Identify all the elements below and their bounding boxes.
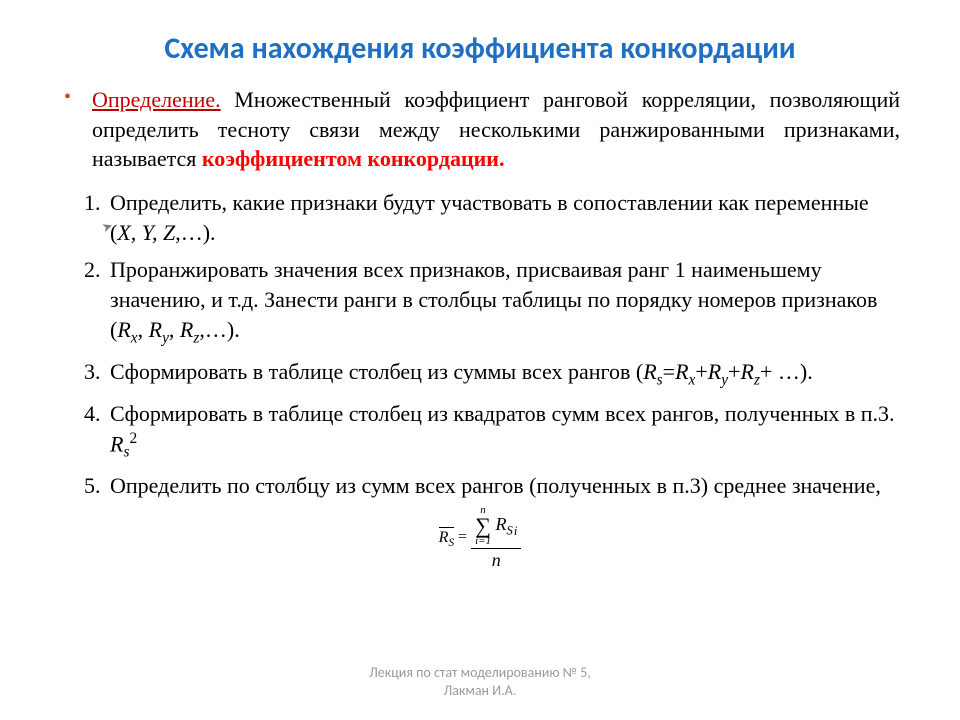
step1-vars: X, Y, Z (117, 220, 175, 245)
step-5: Определить по столбцу из сумм всех ранго… (106, 471, 900, 501)
formula-eq: = (454, 529, 471, 546)
formula-lhs: RS (439, 529, 454, 549)
footer-line-2: Лакман И.А. (0, 682, 960, 700)
step-1: Определить, какие признаки будут участво… (106, 188, 900, 247)
step3-rs: R (643, 359, 656, 384)
step2-r1: R (117, 317, 130, 342)
step-2: Проранжировать значения всех признаков, … (106, 255, 900, 349)
formula-sum-i: i (514, 524, 518, 538)
sigma-icon: n ∑ i=1 (475, 505, 491, 547)
formula: RS = n ∑ i=1 RSi n (60, 505, 900, 571)
slide-footer: Лекция по стат моделированию № 5, Лакман… (0, 664, 960, 700)
formula-R: R (439, 529, 449, 546)
slide: Схема нахождения коэффициента конкордаци… (0, 0, 960, 601)
formula-sum-R: R (496, 514, 507, 534)
definition-label: Определение. (92, 87, 221, 112)
step2-r2: R (149, 317, 162, 342)
formula-numerator: n ∑ i=1 RSi (471, 505, 521, 549)
step3-text: Сформировать в таблице столбец из суммы … (110, 359, 643, 384)
formula-denominator: n (471, 549, 521, 571)
step2-r3: R (180, 317, 193, 342)
step5-left: Определить по столбцу из сумм всех ранго… (110, 471, 881, 501)
definition-term: коэффициентом конкордации. (202, 146, 505, 171)
formula-S: S (448, 537, 454, 549)
step3-rz: R (741, 359, 754, 384)
step4-sup-2: 2 (129, 430, 137, 447)
steps-list: Определить, какие признаки будут участво… (70, 188, 900, 501)
step-4: Сформировать в таблице столбец из квадра… (106, 399, 900, 463)
step3-tail: + …). (760, 359, 813, 384)
bullet-icon: • (60, 85, 92, 174)
slide-title: Схема нахождения коэффициента конкордаци… (60, 30, 900, 67)
step4-r: R (110, 431, 123, 456)
sigma-symbol: ∑ (475, 516, 491, 536)
step2-sub-y: y (162, 329, 169, 346)
footer-line-1: Лекция по стат моделированию № 5, (0, 664, 960, 682)
step3-ry: R (708, 359, 721, 384)
formula-sum-S: S (507, 524, 513, 538)
step3-sub-y: y (721, 371, 728, 388)
definition-text: Определение. Множественный коэффициент р… (92, 85, 900, 174)
sigma-bottom: i=1 (475, 536, 491, 547)
step3-sub-x: x (689, 371, 696, 388)
step4-text: Сформировать в таблице столбец из квадра… (110, 401, 895, 426)
step2-sub-x: x (131, 329, 138, 346)
definition-block: • Определение. Множественный коэффициент… (60, 85, 900, 174)
step1-tail: ,…). (175, 220, 215, 245)
step3-rx: R (675, 359, 688, 384)
step1-text: Определить, какие признаки будут участво… (110, 190, 869, 245)
step3-sub-s: s (657, 371, 663, 388)
step-3: Сформировать в таблице столбец из суммы … (106, 357, 900, 391)
step2-tail: ,…). (199, 317, 239, 342)
formula-fraction: n ∑ i=1 RSi n (471, 505, 521, 571)
